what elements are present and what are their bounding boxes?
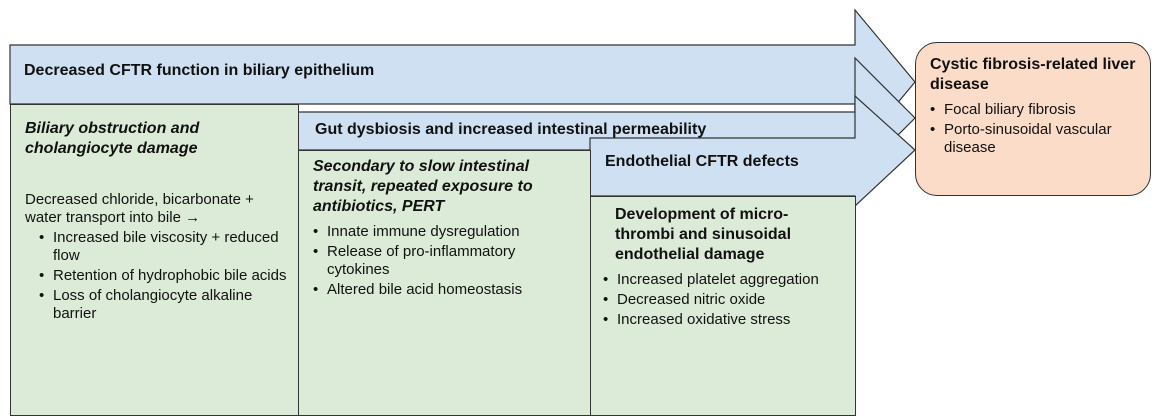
- biliary-intro: Decreased chloride, bicarbonate + water …: [25, 191, 254, 226]
- biliary-list: Increased bile viscosity + reduced flow …: [39, 229, 288, 323]
- biliary-box: Biliary obstruction and cholangiocyte da…: [10, 104, 299, 416]
- bar-label-endothelial: Endothelial CFTR defects: [605, 153, 799, 170]
- list-item: Increased platelet aggregation: [603, 271, 847, 289]
- endothelial-box: Development of micro-thrombi and sinusoi…: [590, 196, 856, 416]
- list-item: Porto-sinusoidal vascular disease: [930, 121, 1140, 157]
- list-item: Retention of hydrophobic bile acids: [39, 267, 288, 285]
- bar-label-gut-dysbiosis: Gut dysbiosis and increased intestinal p…: [315, 121, 707, 138]
- list-item: Release of pro-inflammatory cytokines: [313, 243, 582, 279]
- outcome-box: Cystic fibrosis-related liver disease Fo…: [915, 42, 1151, 196]
- gut-list: Innate immune dysregulation Release of p…: [313, 223, 582, 299]
- gut-box: Secondary to slow intestinal transit, re…: [298, 150, 591, 416]
- outcome-list: Focal biliary fibrosis Porto-sinusoidal …: [930, 101, 1140, 157]
- list-item: Altered bile acid homeostasis: [313, 281, 582, 299]
- list-item: Loss of cholangiocyte alkaline barrier: [39, 287, 288, 323]
- list-item: Decreased nitric oxide: [603, 291, 847, 309]
- gut-heading: Secondary to slow intestinal transit, re…: [313, 158, 533, 215]
- outcome-title: Cystic fibrosis-related liver disease: [930, 56, 1136, 93]
- endothelial-list: Increased platelet aggregation Decreased…: [603, 271, 847, 329]
- endothelial-heading: Development of micro-thrombi and sinusoi…: [615, 206, 792, 263]
- biliary-heading: Biliary obstruction and cholangiocyte da…: [25, 120, 200, 157]
- list-item: Focal biliary fibrosis: [930, 101, 1140, 119]
- list-item: Innate immune dysregulation: [313, 223, 582, 241]
- bar-label-cftr-biliary: Decreased CFTR function in biliary epith…: [24, 62, 375, 79]
- list-item: Increased oxidative stress: [603, 311, 847, 329]
- list-item: Increased bile viscosity + reduced flow: [39, 229, 288, 265]
